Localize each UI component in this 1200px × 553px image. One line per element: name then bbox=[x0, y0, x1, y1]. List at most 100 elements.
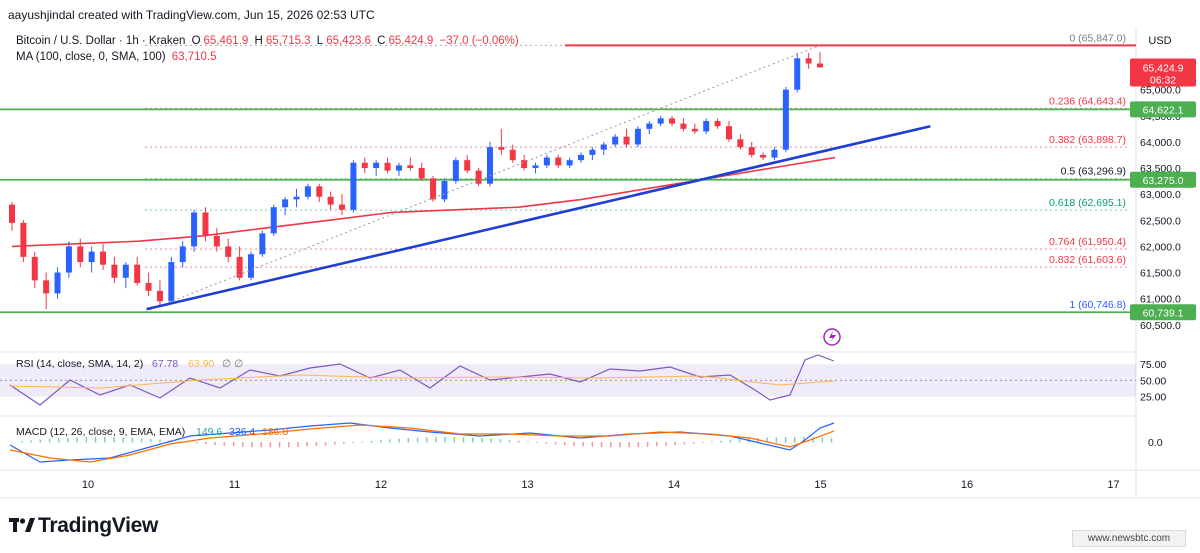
price-tick: 65,000.0 bbox=[1140, 85, 1181, 97]
macd-histogram-bar bbox=[628, 442, 630, 448]
candle-body bbox=[77, 246, 84, 263]
macd-histogram-bar bbox=[812, 437, 814, 443]
candle-body bbox=[680, 123, 687, 129]
level-high-tag-bg bbox=[1130, 101, 1196, 118]
chart-legend: Bitcoin / U.S. Dollar · 1h · Kraken O 65,… bbox=[16, 33, 522, 65]
candle-body bbox=[441, 181, 448, 200]
candle-body bbox=[782, 89, 789, 150]
macd-histogram-bar bbox=[159, 439, 161, 443]
time-tick: 14 bbox=[668, 479, 680, 491]
time-tick: 10 bbox=[82, 479, 94, 491]
macd-histogram-bar bbox=[600, 442, 603, 448]
candle-body bbox=[794, 58, 801, 90]
macd-histogram-bar bbox=[720, 440, 722, 443]
macd-histogram-bar bbox=[821, 437, 824, 443]
candle-body bbox=[430, 178, 437, 200]
footer bbox=[0, 507, 1200, 553]
time-tick: 11 bbox=[229, 479, 240, 491]
macd-line bbox=[9, 422, 835, 463]
macd-histogram-bar bbox=[766, 437, 768, 443]
fib-level-label: 0.236 (64,643.4) bbox=[1049, 95, 1126, 107]
level-low-tag-bg bbox=[1130, 304, 1196, 321]
candle-body bbox=[464, 160, 471, 171]
macd-histogram-bar bbox=[416, 437, 419, 443]
candle-body bbox=[486, 147, 493, 184]
candle-body bbox=[247, 254, 254, 278]
candlestick-chart[interactable]: 0 (65,847.0) 0.236 (64,643.4) 0.382 (63,89… bbox=[0, 0, 1200, 500]
candle-body bbox=[555, 157, 562, 166]
candle-body bbox=[725, 126, 732, 140]
macd-histogram-bar bbox=[830, 438, 833, 443]
macd-histogram-bar bbox=[177, 441, 180, 443]
macd-histogram-bar bbox=[30, 440, 32, 443]
price-tick: 61,000.0 bbox=[1140, 294, 1181, 306]
candle-body bbox=[748, 147, 755, 155]
macd-histogram-bar bbox=[637, 442, 640, 448]
macd-histogram-bar bbox=[545, 442, 548, 444]
macd-histogram-bar bbox=[140, 438, 143, 443]
candle-body bbox=[600, 144, 607, 150]
macd-histogram-bar bbox=[380, 440, 382, 443]
lightning-glyph-icon bbox=[829, 331, 836, 343]
tradingview-logo-icon bbox=[9, 518, 35, 532]
macd-histogram-bar bbox=[223, 442, 226, 446]
level-low-tag: 60,739.1 bbox=[1143, 307, 1184, 319]
macd-histogram-bar bbox=[186, 442, 189, 443]
macd-histogram-bar bbox=[435, 437, 437, 443]
macd-histogram-bar bbox=[214, 442, 216, 446]
macd-histogram-bar bbox=[251, 442, 253, 448]
macd-histogram-bar bbox=[610, 442, 612, 448]
macd-histogram-bar bbox=[582, 442, 584, 447]
source-watermark[interactable]: www.newsbtc.com bbox=[1072, 530, 1186, 547]
macd-histogram-bar bbox=[122, 437, 124, 443]
candle-body bbox=[168, 262, 175, 302]
price-tick: 62,000.0 bbox=[1140, 241, 1181, 253]
macd-histogram-bar bbox=[407, 438, 410, 443]
macd-histogram-bar bbox=[370, 440, 373, 443]
candle-body bbox=[202, 212, 209, 236]
macd-histogram-bar bbox=[48, 438, 51, 443]
candle-body bbox=[475, 170, 482, 184]
macd-histogram-bar bbox=[131, 437, 134, 443]
rsi-tick: 75.00 bbox=[1140, 359, 1166, 371]
macd-histogram-bar bbox=[784, 437, 787, 443]
candle-body bbox=[395, 165, 402, 171]
macd-histogram-bar bbox=[232, 442, 235, 447]
macd-histogram-bar bbox=[242, 442, 244, 447]
ma-value: 63,710.5 bbox=[171, 51, 217, 63]
macd-histogram-bar bbox=[683, 442, 686, 445]
time-tick: 17 bbox=[1107, 479, 1119, 491]
bullish-trendline bbox=[146, 124, 931, 311]
candle-body bbox=[361, 162, 368, 169]
macd-histogram-bar bbox=[536, 442, 538, 443]
macd-histogram-bar bbox=[490, 438, 492, 443]
candle-body bbox=[760, 154, 767, 158]
rsi-sma-value: 63.90 bbox=[188, 358, 214, 370]
macd-hist-value: 149.6 bbox=[196, 426, 222, 438]
macd-histogram-bar bbox=[481, 438, 483, 443]
macd-histogram-bar bbox=[343, 442, 345, 444]
macd-histogram-bar bbox=[21, 441, 23, 443]
macd-histogram-bar bbox=[67, 437, 69, 443]
fib-level-label: 0.764 (61,950.4) bbox=[1049, 236, 1126, 248]
candle-body bbox=[20, 222, 27, 257]
time-tick: 12 bbox=[375, 479, 387, 491]
low-value: 65,423.6 bbox=[326, 35, 371, 47]
macd-histogram-bar bbox=[619, 442, 621, 448]
macd-histogram-bar bbox=[729, 439, 732, 443]
candle-body bbox=[145, 282, 152, 291]
fib-level-label: 0.832 (61,603.6) bbox=[1049, 254, 1126, 266]
macd-histogram-bar bbox=[803, 437, 805, 443]
macd-histogram-bar bbox=[453, 437, 456, 443]
currency-label: USD bbox=[1148, 35, 1171, 47]
candle-body bbox=[327, 196, 334, 205]
candle-body bbox=[498, 147, 505, 150]
fib-level-label: 0 (65,847.0) bbox=[1069, 32, 1126, 44]
macd-histogram-bar bbox=[444, 437, 446, 443]
macd-histogram-bar bbox=[196, 442, 198, 444]
legend-symbol-row: Bitcoin / U.S. Dollar · 1h · Kraken O 65,… bbox=[16, 33, 522, 49]
macd-histogram-bar bbox=[334, 442, 336, 445]
candle-body bbox=[521, 160, 528, 169]
candle-body bbox=[578, 154, 585, 161]
candle-body bbox=[65, 246, 72, 273]
